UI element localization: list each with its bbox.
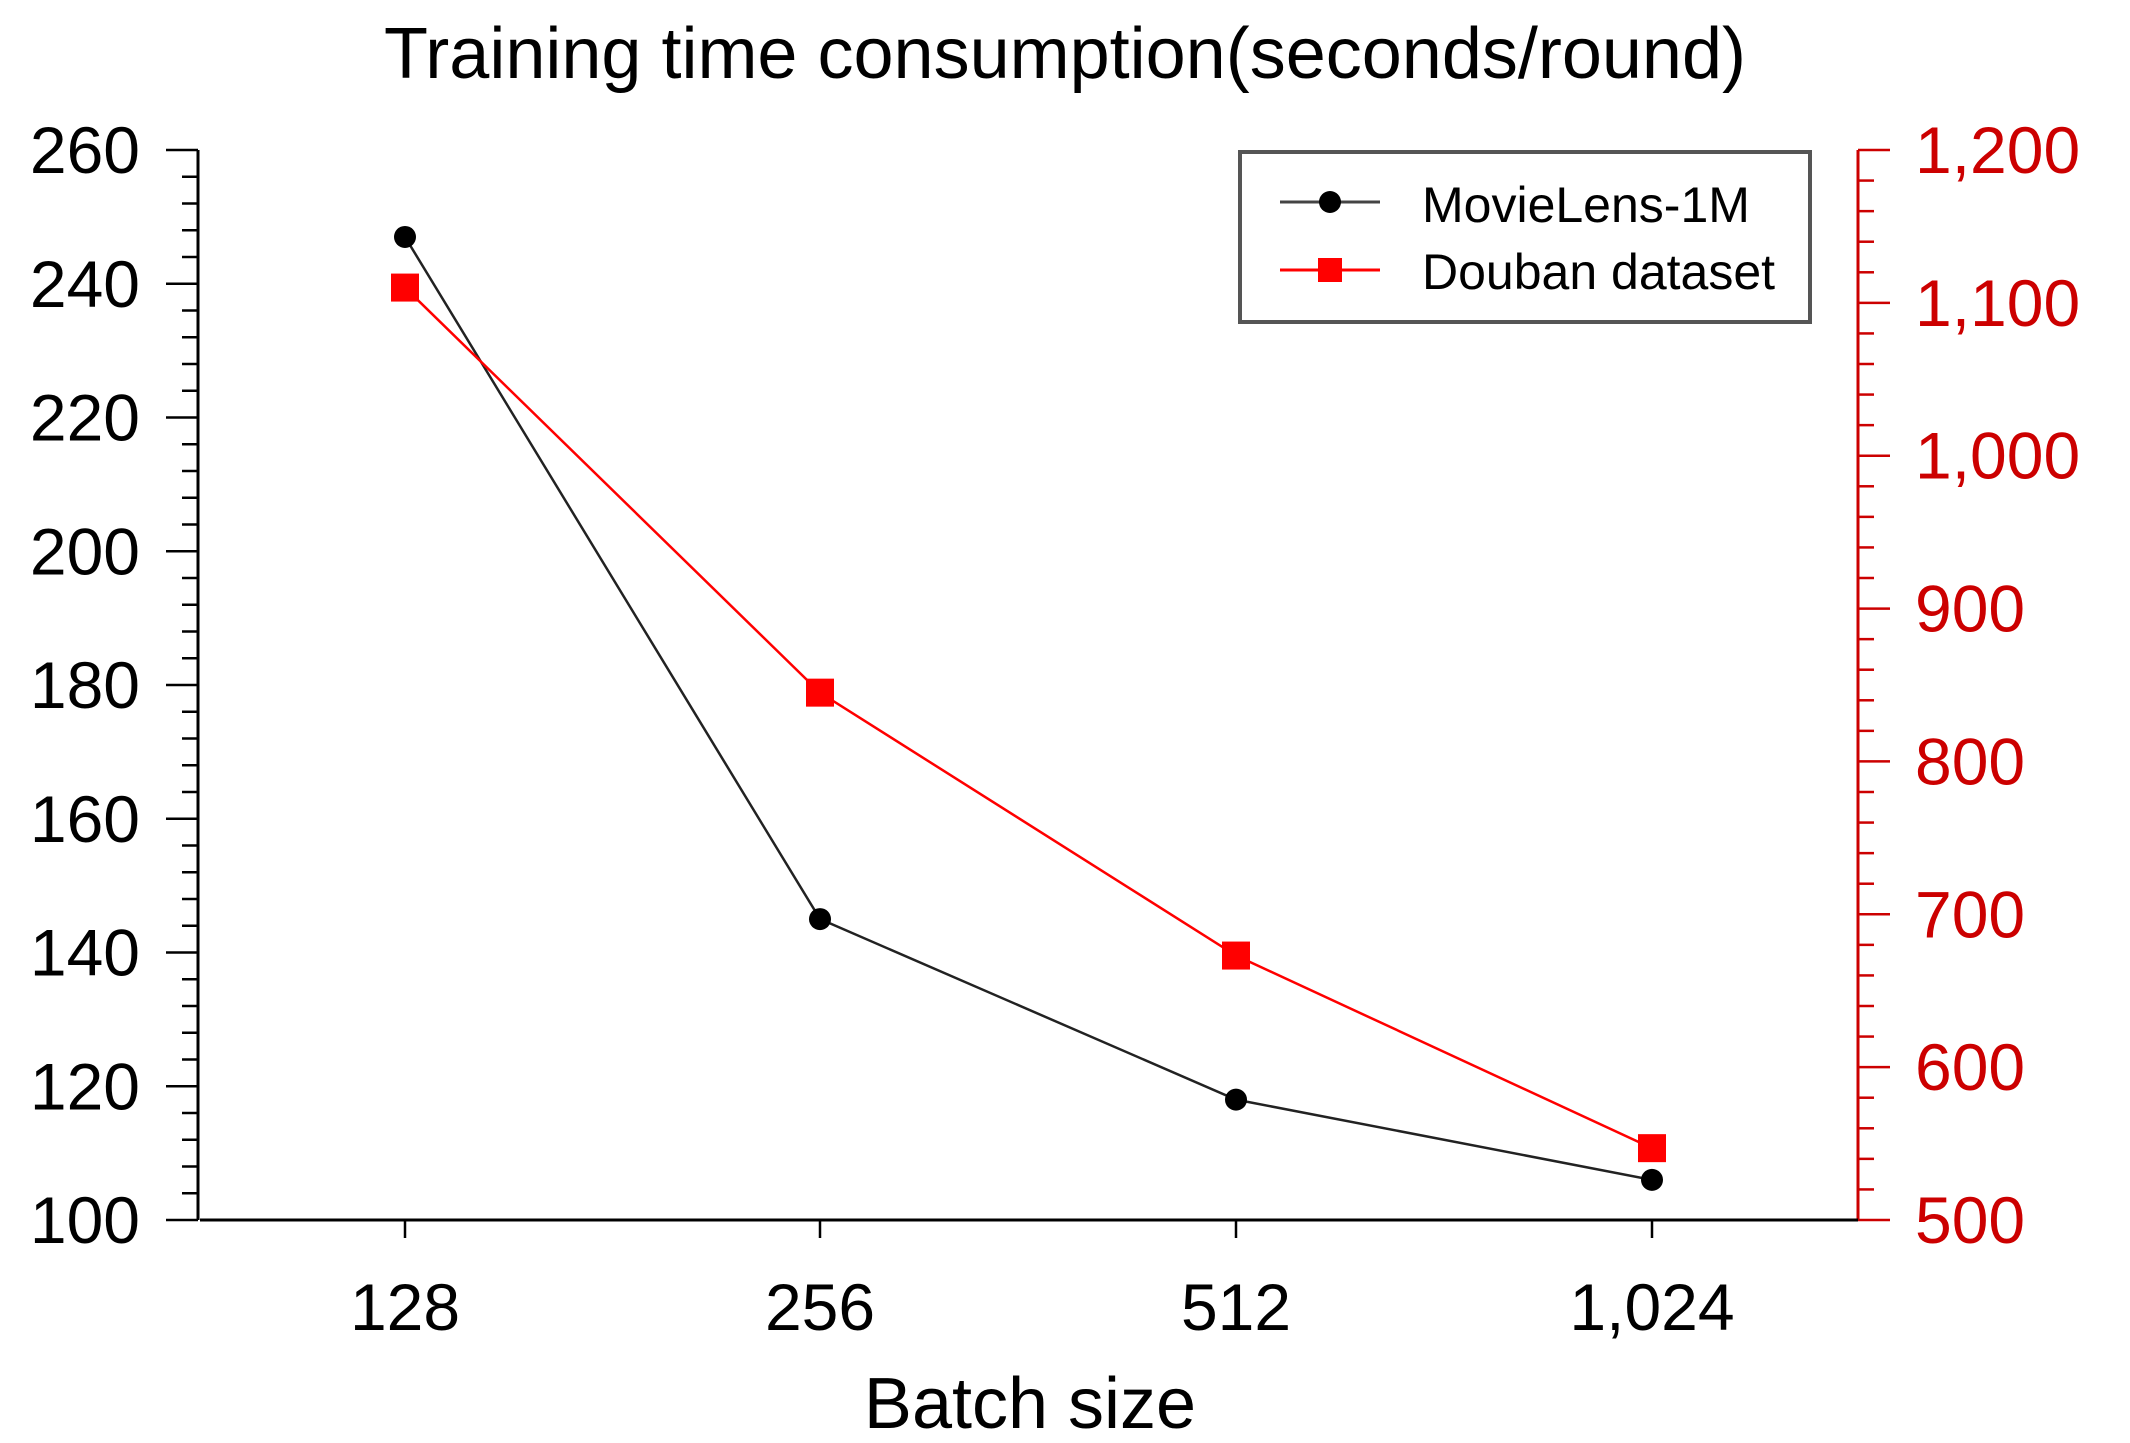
x-tick-label: 1,024 — [1569, 1270, 1734, 1344]
legend: MovieLens-1M Douban dataset — [1238, 150, 1812, 324]
legend-label-movielens: MovieLens-1M — [1422, 177, 1750, 233]
series-line-movielens-1m — [403, 236, 1653, 1182]
left-tick-label: 260 — [30, 113, 140, 187]
data-point-movielens-1m — [1225, 1088, 1247, 1111]
series-layer — [391, 225, 1666, 1191]
left-tick-label: 160 — [30, 782, 140, 856]
right-axis: 500 600 700 800 900 1,000 1,100 1,200 — [1856, 113, 2080, 1257]
left-tick-label: 180 — [30, 648, 140, 722]
right-tick-label: 1,100 — [1915, 266, 2080, 340]
legend-marker-douban — [1318, 258, 1342, 282]
left-tick-label: 120 — [30, 1049, 140, 1123]
left-tick-label: 140 — [30, 916, 140, 990]
right-tick-label: 700 — [1915, 877, 2025, 951]
left-tick-label: 100 — [30, 1183, 140, 1257]
data-point-movielens-1m — [394, 225, 416, 248]
legend-box — [1238, 150, 1812, 324]
data-point-douban-dataset — [1222, 941, 1250, 970]
left-tick-label: 220 — [30, 381, 140, 455]
right-tick-label: 600 — [1915, 1030, 2025, 1104]
left-tick-label: 200 — [30, 514, 140, 588]
right-tick-label: 1,000 — [1915, 419, 2080, 493]
data-point-douban-dataset — [391, 273, 419, 302]
right-tick-label: 800 — [1915, 724, 2025, 798]
right-tick-label: 500 — [1915, 1183, 2025, 1257]
right-tick-label: 900 — [1915, 572, 2025, 646]
data-point-movielens-1m — [809, 908, 831, 931]
x-axis: 128 256 512 1,024 — [200, 1218, 1858, 1344]
series-line-douban-dataset — [404, 286, 1653, 1150]
data-point-douban-dataset — [806, 678, 834, 707]
data-point-movielens-1m — [1641, 1168, 1663, 1191]
x-axis-title: Batch size — [864, 1364, 1196, 1443]
legend-marker-movielens — [1319, 191, 1341, 213]
legend-label-douban: Douban dataset — [1422, 244, 1775, 300]
data-point-douban-dataset — [1638, 1134, 1666, 1163]
x-tick-label: 128 — [350, 1270, 460, 1344]
left-axis: 100 120 140 160 180 200 220 240 260 — [30, 113, 200, 1257]
left-tick-label: 240 — [30, 247, 140, 321]
right-tick-label: 1,200 — [1915, 113, 2080, 187]
x-tick-label: 256 — [765, 1270, 875, 1344]
chart-title: Training time consumption(seconds/round) — [384, 14, 1746, 94]
x-tick-label: 512 — [1181, 1270, 1291, 1344]
